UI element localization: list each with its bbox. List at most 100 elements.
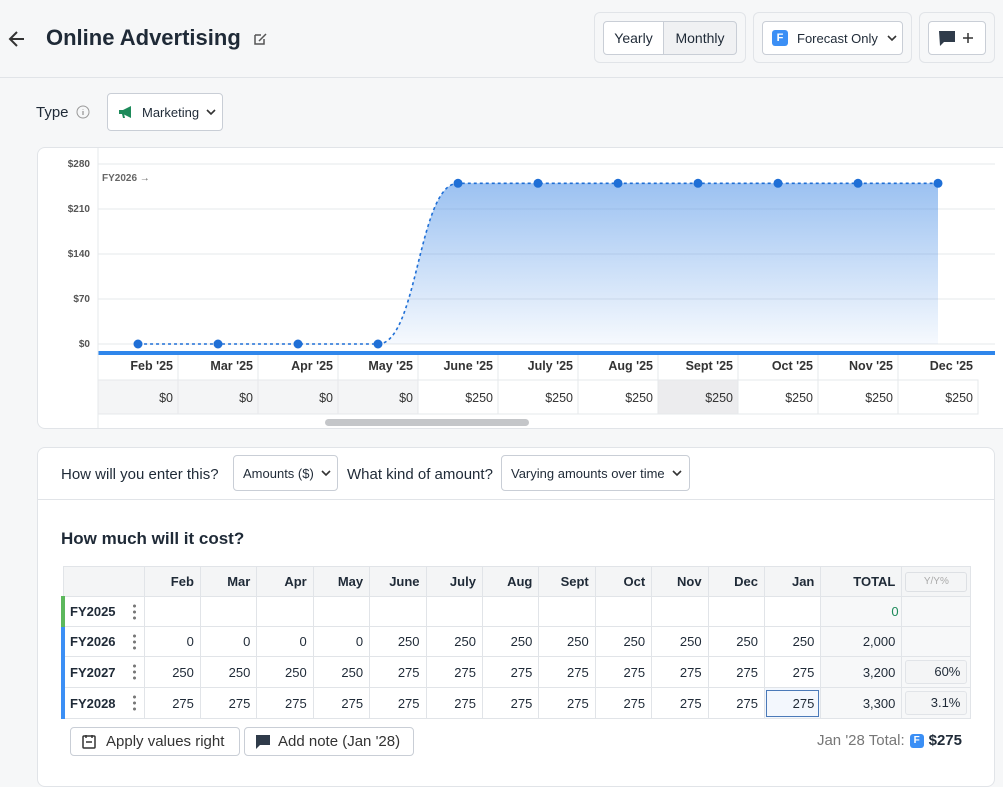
value-cell[interactable]: 275	[538, 656, 596, 688]
value-cell[interactable]: 275	[481, 687, 540, 719]
note-button[interactable]: Add note (Jan '28)	[244, 727, 414, 756]
value-cell[interactable]: 275	[594, 656, 653, 688]
value-cell[interactable]	[594, 596, 653, 627]
value-cell[interactable]: 275	[199, 687, 258, 719]
value-cell[interactable]	[538, 596, 596, 627]
yoy-value: 3.1%	[905, 691, 968, 715]
value-cell[interactable]: 275	[312, 687, 371, 719]
value-label: $250	[785, 391, 813, 405]
value-cell[interactable]: 275	[143, 687, 201, 719]
back-button[interactable]	[7, 29, 27, 49]
total-value: $275	[928, 732, 962, 749]
value-cell[interactable]: 275	[707, 656, 765, 688]
value-cell[interactable]	[256, 596, 314, 627]
edit-icon[interactable]	[252, 31, 268, 47]
row-label: FY2028	[70, 695, 116, 711]
apply-button[interactable]: Apply values right	[70, 727, 240, 756]
month-header: Dec	[707, 566, 765, 597]
header: Online Advertising Yearly Monthly F Fore…	[0, 0, 1003, 78]
value-cell[interactable]: 0	[312, 626, 371, 657]
value-cell[interactable]: 250	[481, 626, 540, 657]
value-cell[interactable]: 275	[425, 656, 483, 688]
monthly-button[interactable]: Monthly	[663, 21, 737, 55]
month-header: Apr	[256, 566, 314, 597]
value-cell[interactable]: 275	[256, 687, 314, 719]
value-cell[interactable]	[312, 596, 371, 627]
method-dropdown[interactable]: Amounts ($)	[233, 455, 338, 491]
method-question: How will you enter this?	[61, 466, 219, 483]
value-cell[interactable]: 275	[369, 656, 427, 688]
point	[693, 178, 703, 188]
month-header: May	[312, 566, 371, 597]
axis-line	[98, 351, 995, 355]
value-cell[interactable]: 0	[256, 626, 314, 657]
value-cell[interactable]: 275	[594, 687, 653, 719]
value-cell[interactable]: 275	[369, 687, 427, 719]
x-tick-label: July '25	[528, 359, 573, 373]
value-cell[interactable]: 250	[199, 656, 258, 688]
forecast-dropdown[interactable]: F Forecast Only	[762, 21, 903, 55]
row-label-cell: FY2025	[61, 596, 145, 627]
value-cell[interactable]: 275	[538, 687, 596, 719]
value-cell[interactable]	[651, 596, 709, 627]
value-cell[interactable]: 250	[763, 626, 822, 657]
forecast-label: Forecast Only	[797, 30, 878, 46]
value-cell	[817, 379, 899, 415]
value-cell[interactable]	[481, 596, 540, 627]
value-cell[interactable]: 275	[651, 656, 709, 688]
value-cell[interactable]	[425, 596, 483, 627]
value-cell[interactable]: 250	[594, 626, 653, 657]
value-cell[interactable]	[763, 596, 822, 627]
yoy-value: 60%	[905, 660, 968, 684]
point	[853, 178, 863, 188]
row-label: FY2027	[70, 664, 116, 680]
value-cell[interactable]: 275	[707, 687, 765, 719]
y-tick-label: $0	[79, 339, 91, 350]
total-cell: 3,300	[820, 687, 903, 719]
value-cell[interactable]: 250	[369, 626, 427, 657]
value-cell[interactable]: 250	[651, 626, 709, 657]
x-tick-label: Aug '25	[608, 359, 653, 373]
cost-table: Feb Mar Apr May June July Aug Sept Oct Nov Dec Jan T…	[61, 566, 972, 719]
value-cell[interactable]: 275	[651, 687, 709, 719]
type-dropdown[interactable]: Marketing	[107, 93, 223, 131]
month-header: Aug	[481, 566, 540, 597]
value-cell[interactable]: 275	[425, 687, 483, 719]
month-header: July	[425, 566, 483, 597]
value-cell[interactable]: 250	[425, 626, 483, 657]
forecast-icon: F	[772, 30, 788, 46]
value-cell[interactable]: 250	[143, 656, 201, 688]
value-cell[interactable]: 250	[538, 626, 596, 657]
kind-dropdown[interactable]: Varying amounts over time	[501, 455, 690, 491]
x-tick-label: Oct '25	[772, 359, 813, 373]
scrollbar	[325, 419, 529, 426]
info-icon[interactable]	[76, 105, 90, 119]
value-cell[interactable]: 250	[707, 626, 765, 657]
row-label: FY2026	[70, 634, 116, 649]
yearly-button[interactable]: Yearly	[603, 21, 664, 55]
yoy-cell: 60%	[901, 656, 972, 688]
note-label: Add note (Jan '28)	[278, 733, 401, 750]
row-menu	[132, 694, 136, 711]
value-cell[interactable]: 0	[143, 626, 201, 657]
y-tick-label: $140	[68, 249, 91, 260]
value-cell[interactable]	[707, 596, 765, 627]
value-cell[interactable]: 250	[256, 656, 314, 688]
x-tick-label: Nov '25	[849, 359, 893, 373]
value-cell[interactable]: 275	[763, 656, 822, 688]
value-cell[interactable]	[369, 596, 427, 627]
point	[133, 339, 143, 349]
comment-button[interactable]	[928, 21, 986, 55]
value-cell[interactable]	[143, 596, 201, 627]
value-cell[interactable]: 275	[481, 656, 540, 688]
value-cell[interactable]	[199, 596, 258, 627]
value-label: $250	[945, 391, 973, 405]
value-cell[interactable]: 250	[312, 656, 371, 688]
total-cell: 0	[820, 596, 903, 627]
value-cell[interactable]: 0	[199, 626, 258, 657]
total-header: TOTAL	[820, 566, 903, 597]
value-cell[interactable]: 275	[763, 687, 822, 719]
value-cell	[657, 379, 739, 415]
point	[293, 339, 303, 349]
yoy-cell: 3.1%	[901, 687, 972, 719]
